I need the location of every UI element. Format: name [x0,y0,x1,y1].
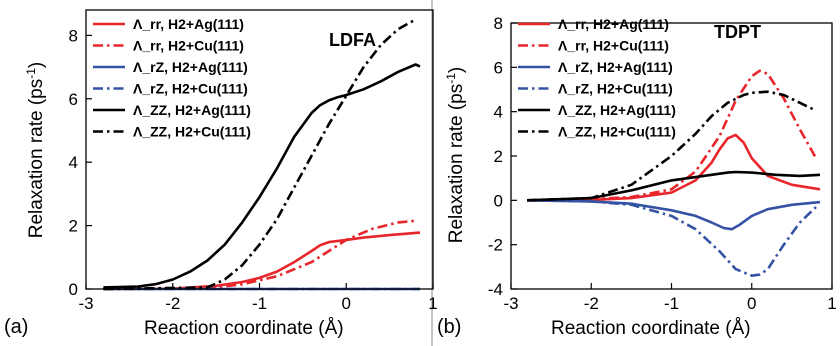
legend-label-0: Λ_rr, H2+Ag(111) [133,16,244,32]
x-tick-label: -3 [78,294,93,313]
panel-a-title: LDFA [329,30,376,50]
legend-label-0: Λ_rr, H2+Ag(111) [558,16,669,32]
series-line-1 [527,69,818,202]
y-tick-label: 0 [69,280,78,299]
panel-b-xlabel: Reaction coordinate (Å) [551,318,751,339]
panel-a: -3 -2 -1 0 1 0 2 4 6 8 Λ_rr, H2+Ag(111) Λ_rr, H2+C… [4,9,438,339]
series-line-2 [527,199,821,231]
series-line-5 [103,18,417,291]
panel-b-ylabel: Relaxation rate (ps-1) [444,67,467,243]
y-tick-label: 4 [494,103,503,122]
panel-b-title: TDPT [714,22,761,42]
x-tick-label: 0 [747,294,756,313]
series-line-1 [103,219,416,291]
x-tick-label: -1 [664,294,679,313]
panel-b-ylabel-end: ) [446,67,467,73]
legend-label-1: Λ_rr, H2+Cu(111) [133,38,244,54]
y-tick-label: 4 [69,153,78,172]
legend-label-2: Λ_rZ, H2+Ag(111) [133,59,248,75]
x-tick-label: -2 [584,294,599,313]
panel-b-ylabel-sup: -1 [444,73,458,84]
y-tick-label: 8 [494,14,503,33]
panel-a-ticks: -3 -2 -1 0 1 0 2 4 6 8 [69,26,438,313]
legend-label-3: Λ_rZ, H2+Cu(111) [558,81,673,97]
panel-b-ticks: -3 -2 -1 0 1 -4 -2 0 2 4 6 8 [488,14,837,313]
legend-label-5: Λ_ZZ, H2+Cu(111) [133,124,251,140]
y-tick-label: -2 [488,236,503,255]
panel-b-legend: Λ_rr, H2+Ag(111) Λ_rr, H2+Cu(111) Λ_rZ, H2… [518,16,676,140]
series-line-4 [103,63,421,289]
y-tick-label: 8 [69,26,78,45]
legend-label-2: Λ_rZ, H2+Ag(111) [558,59,673,75]
y-tick-label: 6 [494,58,503,77]
series-line-5 [527,90,817,202]
x-tick-label: 1 [428,294,437,313]
series-line-0 [527,133,821,202]
y-tick-label: 6 [69,90,78,109]
y-tick-label: -4 [488,280,503,299]
panel-b-ylabel-main: Relaxation rate (ps [446,84,467,243]
y-tick-label: 2 [494,147,503,166]
panel-a-ylabel-sup: -1 [24,68,38,79]
series-line-0 [103,231,421,291]
y-tick-label: 0 [494,191,503,210]
panel-a-ylabel: Relaxation rate (ps-1) [24,62,47,238]
series-line-3 [527,199,817,277]
x-tick-label: 0 [342,294,351,313]
x-tick-label: -3 [503,294,518,313]
legend-label-3: Λ_rZ, H2+Cu(111) [133,81,248,97]
panel-b-label: (b) [437,316,461,338]
legend-label-4: Λ_ZZ, H2+Ag(111) [133,102,251,118]
legend-label-1: Λ_rr, H2+Cu(111) [558,38,669,54]
x-tick-label: -2 [165,294,180,313]
panel-a-legend: Λ_rr, H2+Ag(111) Λ_rr, H2+Cu(111) Λ_rZ, H2… [93,16,251,140]
y-tick-label: 2 [69,217,78,236]
panel-b-series-layer [527,69,821,277]
legend-label-5: Λ_ZZ, H2+Cu(111) [558,124,676,140]
panel-a-xlabel: Reaction coordinate (Å) [144,318,344,339]
legend-label-4: Λ_ZZ, H2+Ag(111) [558,102,676,118]
series-line-4 [527,170,821,202]
panel-a-ylabel-main: Relaxation rate (ps [26,79,47,238]
panel-a-label: (a) [4,316,28,338]
x-tick-label: -1 [252,294,267,313]
panel-a-ylabel-end: ) [26,62,47,68]
x-tick-label: 1 [827,294,836,313]
